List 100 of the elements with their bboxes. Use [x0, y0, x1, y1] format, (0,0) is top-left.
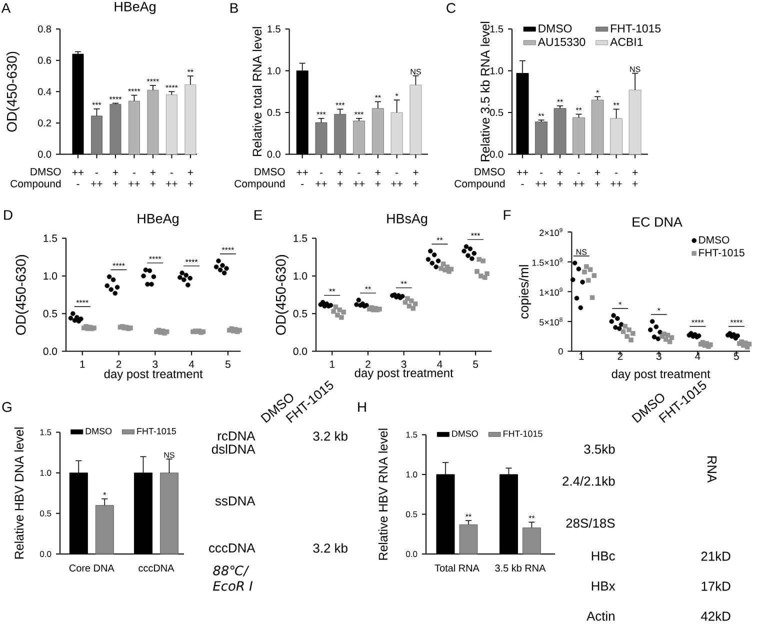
x-axis-title: day post treatment: [354, 368, 454, 380]
text: ++: [391, 181, 402, 186]
point: [92, 326, 96, 330]
text: cccDNA: [209, 543, 256, 553]
text: Compound: [10, 180, 61, 190]
point: [620, 329, 626, 334]
bar: [334, 114, 346, 155]
text: Compound: [454, 180, 505, 190]
point: [652, 334, 657, 340]
point: [735, 333, 740, 338]
point: [337, 307, 342, 312]
x-tick-label: -: [170, 172, 173, 174]
y-axis-title: Relative HBV RNA level: [378, 428, 388, 560]
point: [108, 287, 114, 292]
bar: [128, 100, 140, 155]
text: 3.2 kb: [313, 431, 348, 441]
point: [462, 248, 466, 254]
point: [222, 270, 227, 276]
x-tick-label: 1: [80, 360, 85, 368]
bar: [410, 84, 422, 155]
x-axis-title: day post treatment: [612, 369, 710, 381]
point: [400, 294, 405, 299]
bar: [628, 90, 642, 155]
point: [658, 330, 662, 335]
y-tick-label: 0.5: [490, 109, 504, 116]
text: +: [112, 181, 118, 186]
y-tick-label: 0.5: [406, 511, 418, 518]
legend-label: ACBI1: [610, 38, 643, 46]
x-tick-label: +: [557, 170, 563, 176]
y-tick-label: 1.5×10$^{9}$: [532, 258, 562, 266]
y-tick-label: 0.0: [43, 348, 58, 356]
x-tick-label: +: [150, 170, 156, 176]
point: [622, 324, 628, 329]
x-tick-label: +: [112, 170, 118, 176]
x-axis-title: day post treatment: [104, 369, 203, 381]
point: [648, 327, 653, 332]
point: [186, 282, 190, 288]
x-tick-label: -: [615, 172, 618, 174]
point: [592, 273, 597, 278]
point: [333, 304, 338, 310]
point: [448, 266, 454, 272]
point: [654, 324, 659, 330]
point: [149, 282, 154, 287]
point: [624, 334, 630, 339]
point: [609, 319, 614, 324]
legend-label: DMSO: [452, 430, 478, 437]
legend-label: FHT-1015: [699, 248, 744, 256]
point: [432, 252, 437, 258]
legend-label: FHT-1015: [137, 428, 176, 434]
text: E: [254, 210, 262, 220]
chart-title: HBeAg: [138, 214, 178, 226]
point: [104, 283, 110, 288]
y-tick-label: 0: [558, 348, 563, 354]
point: [70, 311, 76, 316]
text: RNA: [708, 456, 716, 483]
point: [611, 313, 616, 318]
point: [178, 275, 182, 280]
bar: [315, 122, 328, 155]
text: 3.2 kb: [313, 543, 348, 553]
point: [188, 276, 193, 281]
point: [106, 274, 112, 280]
point: [476, 256, 482, 262]
point: [405, 296, 410, 301]
text: +: [413, 181, 418, 186]
point: [426, 256, 431, 262]
x-tick-label: +: [632, 170, 638, 176]
y-tick-label: 0.4: [38, 88, 52, 96]
y-tick-label: 0.2: [38, 119, 51, 126]
point: [114, 284, 120, 290]
legend-label: FHT-1015: [611, 24, 661, 33]
x-tick-label: -: [132, 172, 136, 174]
y-axis-title: OD(450-630): [16, 254, 28, 335]
bar: [90, 116, 102, 155]
point: [78, 316, 84, 322]
point: [576, 266, 582, 272]
chart-title: EC DNA: [632, 217, 682, 227]
y-axis-title: Relative 3.5 kb RNA level: [480, 22, 490, 162]
point: [216, 258, 221, 264]
point: [428, 248, 433, 254]
bar: [166, 94, 178, 155]
point: [470, 256, 474, 262]
x-tick-label: 1: [330, 360, 335, 368]
point: [650, 319, 655, 324]
text: ++: [128, 181, 140, 186]
point: [667, 339, 672, 344]
bar: [610, 118, 623, 155]
text: +: [595, 181, 600, 186]
text: +: [375, 181, 380, 186]
x-tick-label: 5: [225, 360, 230, 368]
bar: [591, 100, 604, 155]
text: 28S/18S: [566, 518, 615, 528]
point: [412, 301, 418, 306]
point: [341, 310, 346, 315]
y-tick-label: 0.8: [38, 25, 52, 33]
point: [434, 264, 439, 270]
y-tick-label: 1×10$^{9}$: [540, 288, 562, 296]
text: +: [338, 181, 343, 186]
text: -: [521, 184, 524, 185]
point: [588, 267, 593, 272]
x-tick-label: Core DNA: [69, 564, 114, 572]
